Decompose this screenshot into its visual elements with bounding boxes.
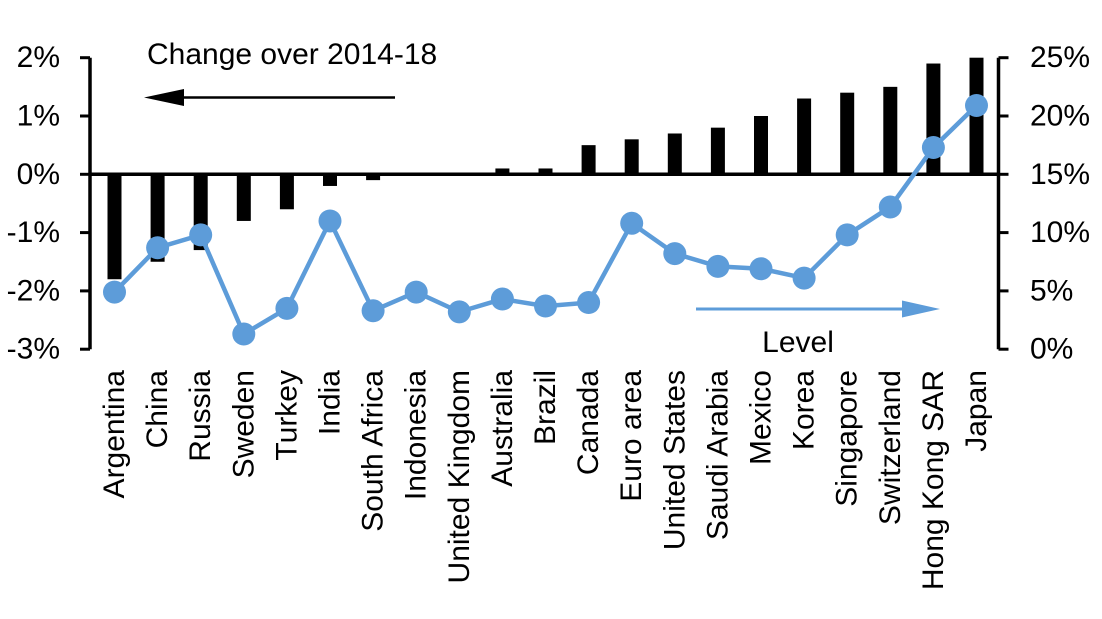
level-dot	[490, 287, 514, 311]
right-axis-tick-label: 25%	[1030, 41, 1090, 74]
category-label: Turkey	[270, 370, 303, 461]
category-label: Mexico	[745, 370, 778, 465]
change-bar	[323, 174, 337, 186]
right-axis-tick-label: 5%	[1030, 274, 1073, 307]
category-label: Brazil	[529, 370, 562, 445]
level-dot	[534, 294, 557, 318]
level-dot	[232, 322, 256, 346]
category-label: Saudi Arabia	[701, 370, 734, 540]
category-label: Argentina	[98, 370, 131, 499]
change-bar	[107, 174, 122, 280]
category-label: South Africa	[357, 370, 390, 532]
change-bar	[279, 174, 294, 210]
category-label: China	[141, 370, 174, 449]
bars-series-label: Change over 2014-18	[147, 38, 438, 71]
category-label: Euro area	[615, 370, 648, 502]
level-dot	[965, 94, 988, 118]
category-label: Indonesia	[400, 370, 433, 500]
change-bar	[495, 168, 510, 175]
category-label: Singapore	[831, 370, 864, 507]
right-axis-tick-label: 20%	[1030, 100, 1090, 133]
category-label: United States	[658, 370, 691, 550]
level-dot	[275, 296, 299, 320]
right-axis-tick-label: 10%	[1030, 216, 1090, 249]
line-series-label: Level	[762, 326, 834, 359]
category-label: Canada	[572, 370, 605, 475]
category-label: Japan	[960, 370, 993, 452]
change-bar	[538, 168, 553, 175]
level-dot	[404, 280, 428, 304]
category-label: Sweden	[227, 370, 260, 478]
category-label: United Kingdom	[443, 370, 476, 583]
level-dot	[103, 280, 126, 304]
change-bar	[883, 86, 898, 175]
change-bar	[754, 116, 768, 175]
right-axis-tick-label: 15%	[1030, 158, 1090, 191]
change-bar	[840, 92, 855, 175]
left-axis-tick-label: 2%	[17, 41, 60, 74]
change-bar	[366, 174, 381, 181]
level-dot	[835, 223, 859, 247]
level-dot	[792, 266, 816, 290]
level-dot	[878, 195, 902, 219]
level-dot	[447, 300, 471, 324]
left-axis-tick-label: 0%	[17, 158, 60, 191]
change-bar	[236, 174, 251, 221]
level-dot	[146, 236, 170, 260]
level-arrow-head	[902, 300, 940, 318]
category-label: Hong Kong SAR	[917, 370, 950, 590]
left-axis-tick-label: -1%	[7, 216, 60, 249]
level-dot	[577, 291, 601, 315]
level-dot	[663, 242, 687, 266]
change-bar	[581, 145, 596, 175]
level-dot	[749, 257, 773, 281]
level-dot	[921, 135, 945, 159]
change-bar	[710, 127, 725, 175]
right-axis-tick-label: 0%	[1030, 333, 1073, 366]
change-arrow-head	[144, 89, 184, 106]
level-dot	[706, 254, 730, 278]
left-axis-tick-label: -2%	[7, 274, 60, 307]
level-dot	[361, 299, 385, 323]
change-bar	[624, 139, 639, 175]
category-label: Australia	[486, 370, 519, 487]
level-dot	[189, 223, 213, 247]
category-label: Korea	[788, 370, 821, 450]
change-bar	[797, 98, 812, 175]
category-label: Russia	[184, 370, 217, 462]
left-axis-tick-label: 1%	[17, 100, 60, 133]
left-axis-tick-label: -3%	[7, 333, 60, 366]
level-dot	[318, 209, 342, 233]
category-label: Switzerland	[874, 370, 907, 525]
level-dot	[620, 211, 644, 235]
category-label: India	[314, 370, 347, 435]
change-bar	[667, 133, 682, 175]
